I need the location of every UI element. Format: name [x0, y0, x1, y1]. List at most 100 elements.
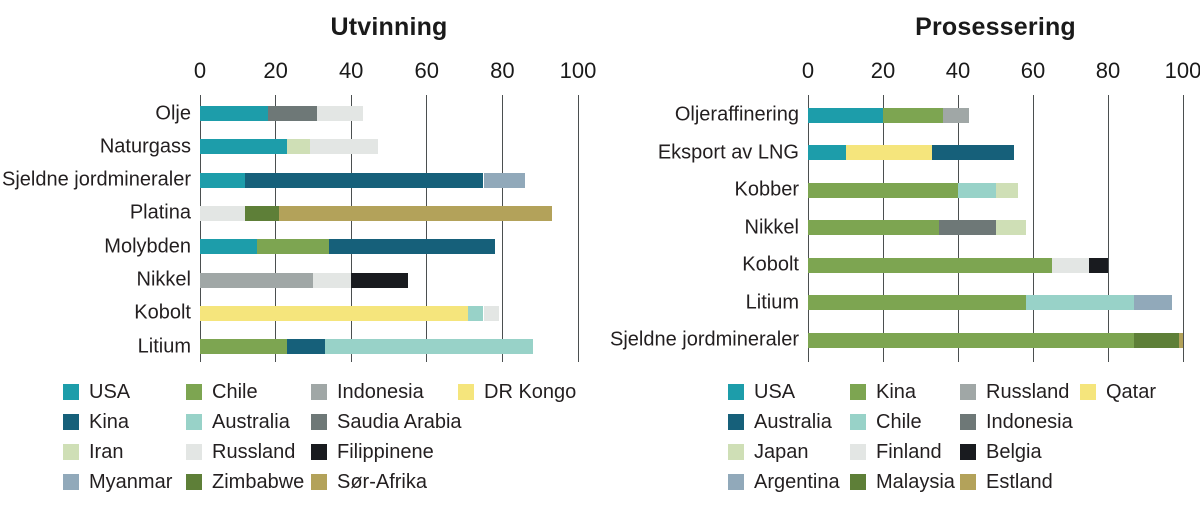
- plot-area-utvinning: 0 20 40 60 80 100 Olje Naturgass Sjeldne jordmin…: [2, 58, 596, 362]
- axis-tick-label: 0: [193, 58, 207, 83]
- bar-segment: [468, 305, 484, 321]
- bar-segment: [200, 339, 287, 355]
- category-label: Eksport av LNG: [657, 141, 799, 163]
- bar-segment: [324, 339, 533, 355]
- gridline: [1032, 95, 1034, 362]
- gridline: [1107, 95, 1109, 362]
- bar-segment: [245, 172, 484, 188]
- bar-segment: [808, 107, 883, 123]
- legend-column: DR Kongo: [458, 381, 576, 403]
- legend-column: Russland Indonesia Belgia Estland: [960, 381, 1073, 493]
- legend-label: Kina: [89, 410, 130, 433]
- bar-segment: [268, 106, 318, 121]
- bar-segment: [483, 305, 499, 321]
- legend-label: Myanmar: [89, 470, 173, 493]
- legend-column: Chile Australia Russland Zimbabwe: [186, 381, 304, 493]
- legend-entry: Saudia Arabia: [311, 411, 462, 433]
- category-label: Litium: [137, 335, 191, 358]
- axis-tick-label: 60: [1020, 58, 1046, 83]
- legend-label: USA: [754, 380, 796, 403]
- bar-segment: [200, 106, 269, 121]
- category-label: Oljeraffinering: [674, 103, 799, 126]
- bar-segment: [483, 172, 526, 188]
- legend-label: Argentina: [754, 470, 840, 493]
- bar-segment: [808, 257, 1052, 273]
- gridline: [199, 95, 201, 362]
- legend-swatch: [186, 444, 202, 460]
- legend-entry: Indonesia: [311, 381, 462, 403]
- legend-entry: Kina: [850, 381, 955, 403]
- category-label: Litium: [745, 291, 799, 313]
- legend-entry: USA: [63, 381, 172, 403]
- axis-tick-label: 0: [801, 58, 815, 83]
- legend-swatch: [850, 444, 866, 460]
- bar-segment: [1134, 295, 1172, 310]
- axis-tick-label: 40: [338, 58, 364, 83]
- axis-tick-label: 60: [414, 58, 440, 83]
- legend-column: USA Kina Iran Myanmar: [63, 381, 172, 493]
- legend-column: Kina Chile Finland Malaysia: [850, 381, 955, 493]
- legend-label: Russland: [986, 380, 1070, 403]
- gridline: [1182, 95, 1184, 362]
- axis-tick-label: 80: [490, 58, 515, 83]
- bar-segment: [1025, 295, 1135, 310]
- legend-label: Zimbabwe: [212, 470, 305, 493]
- legend-entry: Indonesia: [960, 411, 1073, 433]
- bar-segment: [200, 172, 246, 188]
- legend-label: Estland: [986, 470, 1053, 493]
- legend-label: Finland: [876, 440, 942, 463]
- legend-label: Indonesia: [337, 380, 424, 403]
- legend-label: Belgia: [986, 440, 1042, 463]
- legend-label: Iran: [89, 440, 124, 463]
- legend-column: Qatar: [1080, 381, 1156, 403]
- bar-segment: [808, 220, 940, 235]
- legend-label: Qatar: [1106, 380, 1157, 403]
- legend-entry: Belgia: [960, 441, 1073, 463]
- gridline: [275, 95, 277, 362]
- legend-swatch: [186, 414, 202, 430]
- bar-segment: [808, 182, 958, 198]
- bar-segment: [845, 145, 932, 160]
- legend-entry: Zimbabwe: [186, 471, 304, 493]
- category-label: Naturgass: [99, 135, 191, 158]
- legend-swatch: [728, 444, 744, 460]
- gridline: [426, 95, 428, 362]
- legend-swatch: [960, 384, 976, 400]
- axis-tick-label: 100: [559, 58, 597, 83]
- gridline: [577, 95, 579, 362]
- legend-entry: Russland: [960, 381, 1073, 403]
- bar-segment: [256, 239, 329, 255]
- bar-segment: [328, 239, 495, 255]
- legend-entry: Japan: [728, 441, 840, 463]
- category-label: Sjeldne jordmineraler: [610, 328, 799, 351]
- bar-segment: [808, 145, 846, 160]
- axis-tick-label: 100: [1164, 58, 1200, 83]
- legend-label: Australia: [212, 410, 290, 433]
- bar-segment: [200, 205, 246, 221]
- legend-label: Australia: [754, 410, 832, 433]
- legend-swatch: [311, 444, 327, 460]
- bar-segment: [200, 272, 314, 288]
- chart-title-utvinning: Utvinning: [330, 13, 448, 41]
- legend-label: Malaysia: [876, 470, 955, 493]
- bar-segment: [351, 272, 408, 288]
- legend-swatch: [63, 384, 79, 400]
- legend-swatch: [311, 474, 327, 490]
- axis-tick-label: 40: [945, 58, 971, 83]
- category-label: Nikkel: [744, 216, 799, 238]
- axis-tick-label: 80: [1095, 58, 1121, 83]
- bar-segment: [286, 139, 310, 155]
- legend-entry: Myanmar: [63, 471, 172, 493]
- legend-label: Chile: [876, 410, 922, 433]
- legend-entry: Chile: [850, 411, 955, 433]
- bar-segment: [958, 182, 996, 198]
- bar-segment: [1089, 257, 1108, 273]
- legend-entry: Estland: [960, 471, 1073, 493]
- legend-swatch: [63, 414, 79, 430]
- legend-swatch: [186, 384, 202, 400]
- legend-swatch: [458, 384, 474, 400]
- legend-swatch: [850, 474, 866, 490]
- category-label: Olje: [155, 102, 191, 124]
- bar-segment: [279, 205, 552, 221]
- category-label: Kobber: [734, 178, 800, 201]
